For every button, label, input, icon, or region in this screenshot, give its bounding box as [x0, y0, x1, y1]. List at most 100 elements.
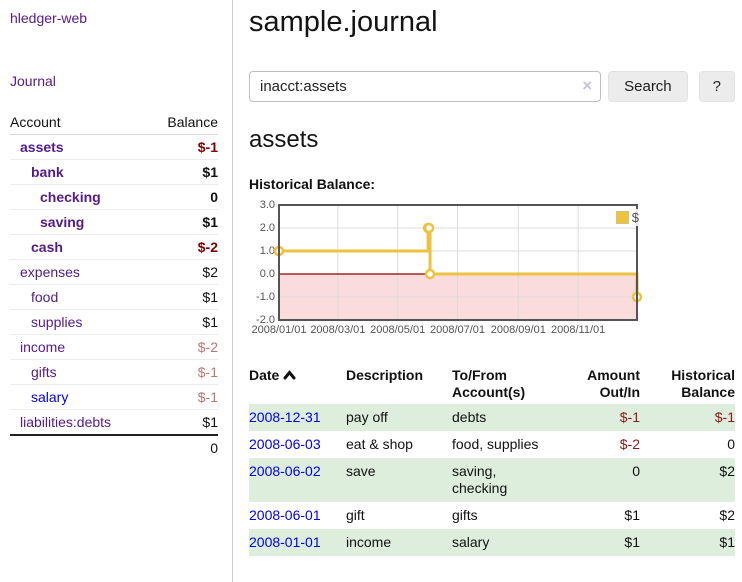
account-link-bank[interactable]: bank: [31, 164, 64, 180]
search-button[interactable]: Search: [608, 71, 688, 102]
transaction-amount-cell: $1: [624, 507, 640, 523]
clear-search-icon[interactable]: ×: [582, 76, 593, 95]
account-row: gifts $-1: [10, 359, 218, 385]
account-name-cell: food: [10, 284, 149, 310]
sidebar: hledger-web Journal Account Balance asse…: [0, 0, 233, 582]
transaction-balance-cell: $2: [640, 458, 735, 502]
transaction-balance-cell: 0: [727, 436, 735, 452]
x-axis-tick-label: 2008/11/01: [551, 324, 606, 336]
account-row: cash $-2: [10, 234, 218, 260]
transaction-row[interactable]: 2008-06-02 save saving, checking 0 $2: [249, 458, 735, 502]
transaction-date-link[interactable]: 2008-06-01: [249, 507, 321, 523]
transaction-description-cell: income: [346, 529, 452, 556]
y-axis-tick-label: 2.0: [259, 222, 275, 234]
transaction-row[interactable]: 2008-06-01 gift gifts $1 $2: [249, 502, 735, 529]
x-axis-tick-label: 2008/09/01: [490, 324, 546, 336]
transaction-description-cell: save: [346, 458, 452, 502]
account-name-cell: saving: [10, 209, 149, 235]
accounts-total-value: 0: [148, 434, 218, 460]
account-row: food $1: [10, 284, 218, 310]
account-balance-cell: $1: [148, 159, 218, 185]
main-content: sample.journal × Search ? assets Histori…: [249, 0, 735, 556]
chart-legend: $: [613, 209, 641, 226]
account-link-expenses[interactable]: expenses: [20, 264, 80, 280]
transaction-row[interactable]: 2008-06-03 eat & shop food, supplies $-2 0: [249, 431, 735, 458]
column-header-historical-balance: Historical Balance: [671, 367, 735, 400]
account-row: expenses $2: [10, 259, 218, 285]
transaction-date-cell: 2008-06-03: [249, 431, 346, 458]
legend-swatch: [615, 211, 629, 224]
account-name-cell: expenses: [10, 259, 149, 285]
column-header-date[interactable]: Date: [249, 364, 346, 404]
accounts-total-row: 0: [10, 434, 218, 460]
page-title: sample.journal: [249, 6, 438, 38]
x-axis-tick-label: 2008/05/01: [370, 324, 426, 336]
chart-title: Historical Balance:: [249, 176, 376, 192]
account-link-checking[interactable]: checking: [40, 189, 101, 205]
historical-balance-chart[interactable]: 3.0 2.0 1.0 0.0 -1.0 -2.0 2008/01/01 2008/03/0…: [249, 199, 669, 342]
account-link-supplies[interactable]: supplies: [31, 314, 83, 330]
account-balance-cell: $1: [148, 409, 218, 435]
account-balance-cell: $-2: [148, 234, 218, 260]
account-balance-cell: $-2: [148, 334, 218, 360]
account-link-saving[interactable]: saving: [40, 214, 85, 230]
transaction-accounts-cell: debts: [452, 404, 552, 431]
account-balance-cell: $1: [148, 284, 218, 310]
transaction-date-cell: 2008-06-02: [249, 458, 346, 502]
account-row: liabilities:debts $1: [10, 409, 218, 435]
account-link-gifts[interactable]: gifts: [31, 364, 57, 380]
sort-ascending-icon: [283, 367, 296, 384]
account-name-cell: salary: [10, 384, 149, 410]
transaction-row[interactable]: 2008-01-01 income salary $1 $1: [249, 529, 735, 556]
column-header-accounts: To/From Account(s): [452, 367, 526, 400]
app-title-link[interactable]: hledger-web: [10, 10, 88, 26]
y-axis-tick-label: 3.0: [259, 199, 275, 211]
account-link-cash[interactable]: cash: [31, 239, 63, 255]
transaction-accounts-cell: food, supplies: [452, 436, 539, 452]
account-name-cell: gifts: [10, 359, 149, 385]
account-name-cell: income: [10, 334, 149, 360]
y-axis-tick-label: -2.0: [256, 314, 275, 326]
account-balance-cell: $1: [148, 309, 218, 335]
transaction-accounts-cell: saving, checking: [452, 458, 552, 502]
account-link-assets[interactable]: assets: [20, 139, 64, 155]
account-link-food[interactable]: food: [31, 289, 59, 305]
account-column-header: Account: [10, 110, 149, 135]
legend-label: $: [631, 210, 639, 225]
transaction-date-link[interactable]: 2008-12-31: [249, 409, 321, 425]
account-row: assets $-1: [10, 135, 218, 160]
data-point-marker: [423, 222, 435, 234]
y-axis-tick-label: 0.0: [259, 268, 275, 280]
account-row: checking 0: [10, 184, 218, 210]
sidebar-item-journal[interactable]: Journal: [10, 73, 56, 89]
account-link-salary[interactable]: salary: [31, 389, 69, 405]
transaction-amount-cell: 0: [552, 458, 640, 502]
transactions-table: Date Description To/From Account(s) Amou…: [249, 364, 735, 556]
search-box: ×: [249, 71, 602, 102]
account-name-cell: supplies: [10, 309, 149, 335]
account-link-liabilities-debts[interactable]: liabilities:debts: [20, 414, 112, 430]
transaction-row[interactable]: 2008-12-31 pay off debts $-1 $-1: [249, 404, 735, 431]
transaction-date-link[interactable]: 2008-06-03: [249, 436, 321, 452]
x-axis-tick-label: 2008/01/01: [251, 324, 307, 336]
account-balance-cell: 0: [148, 184, 218, 210]
transaction-description-cell: gift: [346, 507, 365, 523]
transaction-accounts-cell: salary: [452, 529, 552, 556]
accounts-table-header: Account Balance: [10, 110, 218, 135]
account-link-income[interactable]: income: [20, 339, 66, 355]
account-name-cell: liabilities:debts: [10, 409, 149, 435]
account-balance-cell: $2: [148, 259, 218, 285]
x-axis-tick-label: 2008/07/01: [429, 324, 486, 336]
x-axis-tick-label: 2008/03/01: [310, 324, 366, 336]
balance-chart-svg[interactable]: [273, 204, 643, 321]
account-name-cell: assets: [10, 135, 149, 160]
search-input[interactable]: [249, 71, 602, 102]
transaction-accounts-cell: gifts: [452, 507, 478, 523]
help-button[interactable]: ?: [698, 71, 735, 102]
column-header-description: Description: [346, 367, 424, 383]
y-axis-tick-label: -1.0: [256, 291, 275, 303]
account-balance-cell: $1: [148, 209, 218, 235]
transaction-balance-cell: $-1: [640, 404, 735, 431]
transaction-date-link[interactable]: 2008-01-01: [249, 534, 321, 550]
transaction-date-link[interactable]: 2008-06-02: [249, 463, 321, 479]
